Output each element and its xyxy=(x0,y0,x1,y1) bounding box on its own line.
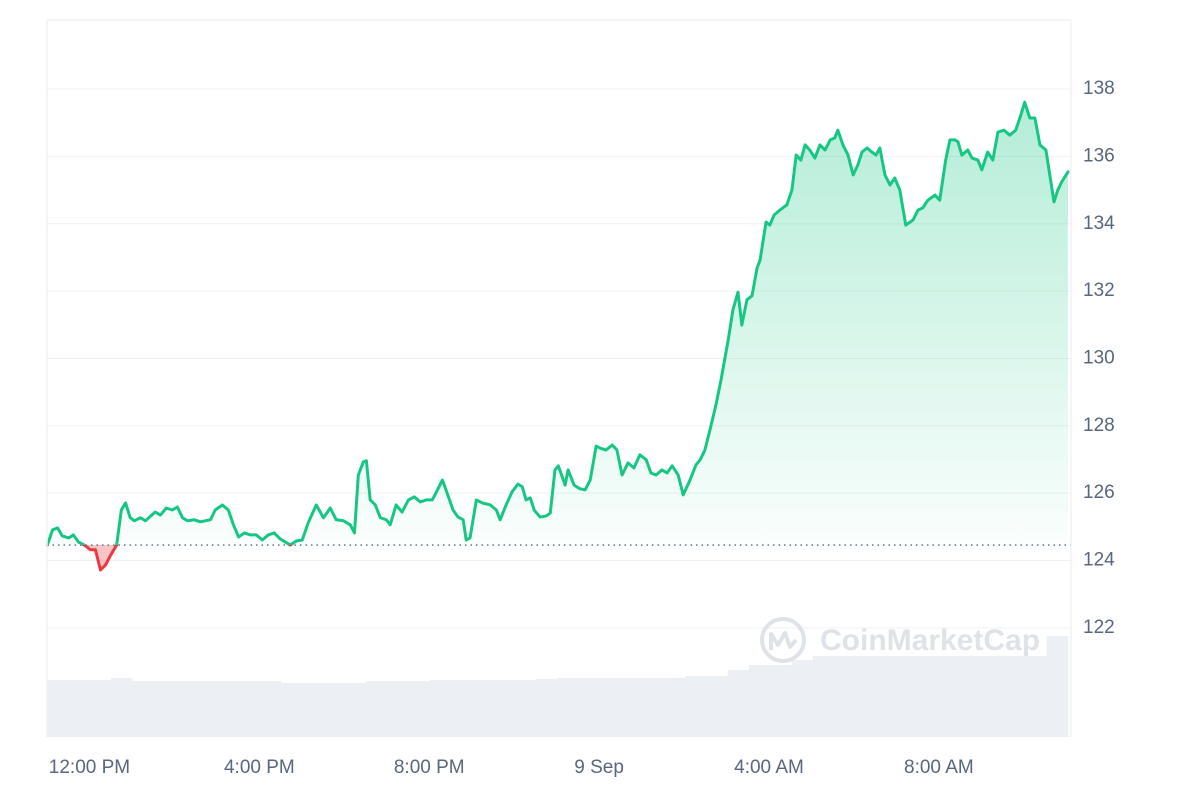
volume-bar xyxy=(600,677,622,737)
volume-bar xyxy=(217,681,239,737)
volume-bar xyxy=(1025,655,1048,737)
price-line xyxy=(45,100,1070,572)
price-area xyxy=(47,102,1069,570)
volume-bar xyxy=(47,679,69,737)
x-tick-label: 9 Sep xyxy=(574,757,624,778)
volume-bar xyxy=(110,677,133,737)
volume-bar xyxy=(280,683,303,737)
frame xyxy=(46,19,1072,737)
y-tick-label: 128 xyxy=(1083,415,1115,436)
volume-layer xyxy=(47,635,1069,737)
volume-bar xyxy=(748,665,771,737)
volume-bar xyxy=(174,681,197,737)
x-tick-label: 8:00 AM xyxy=(904,757,974,778)
volume-bar xyxy=(1004,655,1026,737)
volume-bar xyxy=(68,679,90,737)
volume-bar xyxy=(89,679,112,737)
plot-layer xyxy=(45,100,1071,572)
watermark-logo-mark xyxy=(769,631,798,650)
watermark-logo xyxy=(760,617,806,663)
x-tick-label: 4:00 PM xyxy=(224,757,295,778)
volume-bar xyxy=(982,655,1005,737)
volume-bar xyxy=(493,679,516,737)
volume-bar xyxy=(642,677,665,737)
volume-bar xyxy=(536,678,558,737)
volume-bar xyxy=(323,683,346,737)
volume-bar xyxy=(919,655,941,737)
volume-bar xyxy=(259,681,282,737)
y-tick-label: 132 xyxy=(1083,280,1115,301)
y-tick-label: 134 xyxy=(1083,213,1115,234)
volume-bar xyxy=(153,681,175,737)
volume-bar xyxy=(132,681,154,737)
volume-bar xyxy=(344,683,367,737)
volume-bar xyxy=(238,681,261,737)
volume-bar xyxy=(961,655,984,737)
volume-bar xyxy=(706,675,728,737)
volume-bar xyxy=(366,681,388,737)
volume-bar xyxy=(578,677,601,737)
y-tick-label: 124 xyxy=(1083,550,1115,571)
tick-layer: 122 124 126 128 130 132 134 136 138 12:00 PM 4:00 … xyxy=(49,78,1115,778)
volume-bar xyxy=(514,679,537,737)
x-tick-label: 12:00 PM xyxy=(49,757,130,778)
y-tick-label: 138 xyxy=(1083,78,1115,99)
volume-bar xyxy=(451,679,473,737)
volume-bar xyxy=(472,679,494,737)
volume-bar xyxy=(195,681,218,737)
volume-bar xyxy=(940,655,962,737)
volume-bar xyxy=(387,681,409,737)
watermark-text: CoinMarketCap xyxy=(820,624,1040,657)
watermark: CoinMarketCap xyxy=(760,617,1040,663)
volume-bar xyxy=(897,655,920,737)
y-tick-label: 136 xyxy=(1083,145,1115,166)
volume-bar xyxy=(834,655,856,737)
volume-bar xyxy=(791,659,814,737)
volume-bar xyxy=(621,677,643,737)
volume-bar xyxy=(663,677,686,737)
volume-bar xyxy=(855,655,877,737)
volume-bar xyxy=(727,670,750,737)
volume-bar xyxy=(302,683,324,737)
y-tick-label: 130 xyxy=(1083,347,1115,368)
volume-bar xyxy=(429,679,452,737)
volume-bar xyxy=(876,655,899,737)
volume-bar xyxy=(685,675,707,737)
x-tick-label: 8:00 PM xyxy=(394,757,465,778)
x-tick-label: 4:00 AM xyxy=(734,757,804,778)
volume-bar xyxy=(770,665,792,737)
y-tick-label: 126 xyxy=(1083,482,1115,503)
y-tick-label: 122 xyxy=(1083,617,1115,638)
volume-bar xyxy=(557,677,580,737)
volume-bar xyxy=(408,681,431,737)
volume-bar xyxy=(812,655,835,737)
volume-bar xyxy=(1046,635,1069,737)
